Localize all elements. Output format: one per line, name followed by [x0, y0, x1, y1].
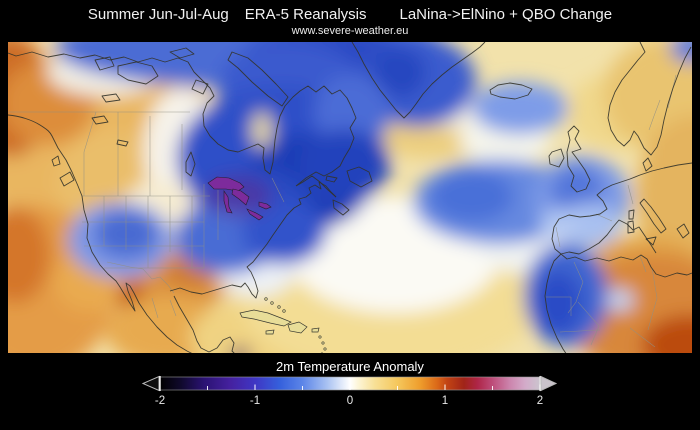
anomaly-region-pacific-deep	[8, 207, 50, 303]
coast-africa-atlantic	[544, 253, 567, 353]
lake-ontario	[258, 201, 272, 210]
coast-lake-athabasca	[116, 139, 129, 147]
coast-greenland	[351, 42, 486, 119]
anomaly-region-neus-blue	[242, 200, 326, 264]
colorbar-tick-label: -1	[250, 395, 260, 407]
coast-great-slave-lake	[91, 115, 109, 125]
anomaly-region-iberia-nw-blue	[540, 209, 580, 239]
coastlines	[8, 42, 692, 353]
colorbar-left-arrow	[141, 375, 160, 392]
coast-sicily	[645, 236, 657, 246]
great-lakes	[207, 176, 272, 221]
anomaly-region-labrador-deep	[300, 130, 390, 200]
coast-newfoundland	[346, 166, 373, 188]
coast-great-bear-lake	[101, 93, 121, 103]
coast-lake-winnipeg	[185, 151, 196, 177]
coast-nova-scotia	[332, 199, 350, 216]
lake-michigan	[223, 190, 233, 214]
coast-jamaica	[265, 329, 275, 335]
coast-devon-island	[169, 47, 195, 59]
lake-erie	[246, 208, 264, 221]
coast-puerto-rico	[311, 327, 320, 333]
coast-denmark	[642, 157, 653, 172]
coast-victoria-island	[117, 61, 159, 85]
political-borders	[8, 74, 677, 348]
coast-canada-east-arctic	[8, 51, 357, 198]
bahamas-island	[282, 309, 286, 313]
anomaly-region-barents-blue	[670, 42, 692, 63]
anomaly-field	[8, 42, 692, 353]
colorbar-ticks: -2 -1 0 1 2	[155, 384, 543, 407]
coast-cuba	[239, 309, 292, 327]
title-season: Summer Jun-Jul-Aug	[87, 6, 229, 23]
antilles-island	[321, 341, 325, 345]
coast-scandinavia	[607, 42, 692, 156]
coast-italy	[639, 198, 667, 234]
coast-banks-island	[94, 56, 115, 71]
anomaly-region-honduras-dark-spot	[229, 348, 251, 353]
coast-haida-gwaii	[51, 155, 61, 167]
lake-huron	[231, 188, 250, 206]
coast-africa-mediterranean	[560, 253, 692, 278]
antilles-island	[323, 347, 327, 351]
colorbar: -2 -1 0 1 2	[141, 375, 558, 407]
coast-north-america-west	[8, 114, 193, 353]
colorbar-label: 2m Temperature Anomaly	[276, 359, 424, 374]
weather-map	[8, 42, 692, 353]
colorbar-tick-label: 1	[442, 395, 448, 407]
anomaly-region-morocco-deep	[534, 271, 582, 335]
anomaly-region-natl-blue-core	[430, 170, 514, 222]
coast-baffin-island	[227, 51, 289, 107]
bahamas-island	[277, 305, 281, 309]
anomaly-region-east-europe-warm	[636, 115, 692, 275]
caribbean-islands	[239, 297, 327, 353]
coast-corsica	[628, 209, 635, 220]
coast-southampton-island	[191, 79, 209, 95]
anomaly-region-africa-hot-corner	[642, 315, 692, 353]
coast-iceland	[489, 82, 533, 100]
coast-sardinia	[627, 220, 635, 234]
coast-vancouver-island	[59, 171, 75, 187]
coast-us-east	[169, 181, 337, 299]
anomaly-region-ungava-bay-warm-spot	[252, 112, 272, 148]
antilles-island	[318, 335, 322, 339]
bahamas-island	[264, 297, 268, 301]
anomaly-region-biscay-blue	[560, 203, 620, 247]
coast-greece	[676, 223, 690, 239]
title-dataset: ERA-5 Reanalysis	[244, 6, 367, 23]
coast-ireland	[548, 148, 565, 168]
colorbar-tick-label: 2	[537, 395, 543, 407]
anomaly-region-iceland-south-blue	[472, 82, 568, 134]
colorbar-tick-label: 0	[347, 395, 353, 407]
map-title: Summer Jun-Jul-Aug ERA-5 Reanalysis LaNi…	[0, 6, 700, 23]
coast-gulf-of-mexico	[173, 295, 235, 353]
colorbar-tick-label: -2	[155, 395, 165, 407]
coast-europe-mainland	[551, 162, 692, 255]
bahamas-island	[270, 301, 274, 305]
source-url: www.severe-weather.eu	[291, 25, 409, 37]
lake-superior	[207, 176, 245, 192]
colorbar-right-arrow	[540, 375, 558, 392]
coast-hispaniola	[287, 321, 308, 334]
anomaly-region-uk-blue-core	[551, 166, 603, 214]
coast-great-britain	[566, 125, 591, 193]
title-scenario: LaNina->ElNino + QBO Change	[399, 6, 613, 23]
anomaly-region-sahara-blue-spot	[606, 289, 634, 311]
coast-anticosti	[325, 175, 338, 183]
anomaly-region-greenland-deep	[370, 46, 426, 98]
